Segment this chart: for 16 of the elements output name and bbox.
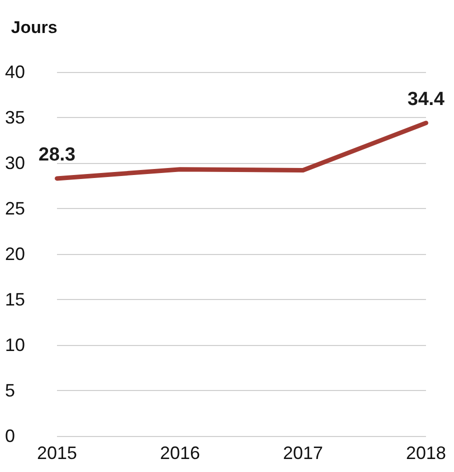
y-tick-label: 25 <box>5 198 26 218</box>
y-tick-label: 20 <box>5 244 26 264</box>
y-tick-label: 30 <box>5 153 26 173</box>
y-tick-label: 10 <box>5 335 26 355</box>
y-tick-label: 5 <box>5 380 16 400</box>
y-tick-label: 0 <box>5 426 16 446</box>
y-tick-label: 35 <box>5 108 26 128</box>
data-label: 28.3 <box>38 144 76 166</box>
x-tick-label: 2015 <box>36 443 78 463</box>
y-tick-label: 40 <box>5 62 26 82</box>
x-tick-label: 2017 <box>282 443 324 463</box>
x-tick-label: 2016 <box>160 443 200 463</box>
data-label: 34.4 <box>408 88 445 110</box>
y-tick-label: 15 <box>5 290 26 310</box>
x-tick-label: 2018 <box>406 443 446 463</box>
y-axis-title: Jours <box>11 18 58 37</box>
